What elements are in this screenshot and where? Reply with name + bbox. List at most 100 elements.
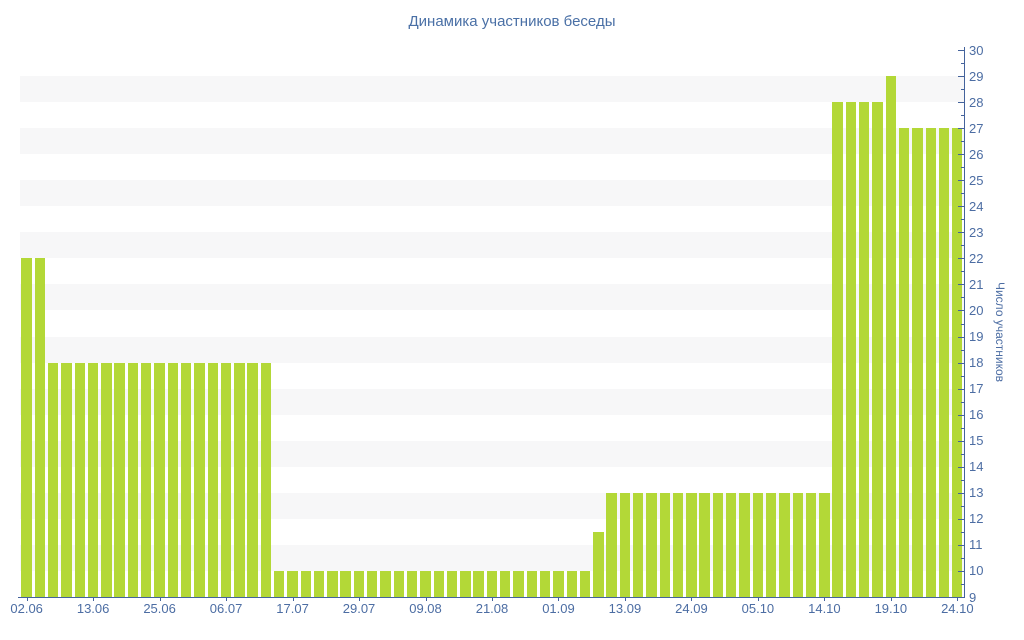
- bar[interactable]: [353, 570, 365, 597]
- bar[interactable]: [21, 258, 32, 597]
- grid-band: [20, 232, 964, 259]
- bar[interactable]: [898, 128, 910, 597]
- bar[interactable]: [486, 570, 498, 597]
- bar[interactable]: [460, 570, 471, 597]
- bar[interactable]: [207, 362, 218, 597]
- x-axis-tick: [624, 597, 626, 601]
- bar[interactable]: [367, 570, 378, 597]
- bar[interactable]: [925, 128, 936, 597]
- bar[interactable]: [300, 570, 311, 597]
- bar[interactable]: [141, 362, 152, 597]
- x-axis-label: 24.09: [675, 601, 708, 616]
- bar[interactable]: [446, 570, 458, 597]
- bar[interactable]: [686, 492, 697, 597]
- x-axis-line: [18, 597, 965, 598]
- bar[interactable]: [553, 570, 564, 597]
- bar[interactable]: [260, 362, 272, 597]
- bar[interactable]: [566, 570, 577, 597]
- bar[interactable]: [327, 570, 338, 597]
- bar[interactable]: [805, 492, 817, 597]
- bar[interactable]: [234, 362, 245, 597]
- bar[interactable]: [420, 570, 431, 597]
- y-axis-tick: [958, 518, 965, 520]
- bar[interactable]: [274, 570, 285, 597]
- bar[interactable]: [473, 570, 484, 597]
- bar[interactable]: [952, 128, 963, 597]
- bar[interactable]: [726, 492, 737, 597]
- bar[interactable]: [34, 258, 46, 597]
- bar[interactable]: [619, 492, 631, 597]
- bar[interactable]: [500, 570, 511, 597]
- x-axis-label: 13.06: [76, 601, 110, 616]
- x-axis-tick: [691, 597, 693, 601]
- y-axis-tick: [958, 180, 965, 182]
- bar[interactable]: [579, 570, 591, 597]
- y-axis-tick-label: 11: [969, 537, 983, 553]
- bar[interactable]: [872, 102, 883, 597]
- bar[interactable]: [313, 570, 325, 597]
- bar[interactable]: [819, 492, 830, 597]
- x-axis-label: 05.10: [741, 601, 775, 616]
- bar[interactable]: [659, 492, 670, 597]
- bar[interactable]: [87, 362, 99, 597]
- bar[interactable]: [885, 76, 897, 597]
- x-axis-tick: [492, 597, 493, 601]
- bar[interactable]: [220, 362, 232, 597]
- grid-band: [20, 180, 964, 207]
- bar[interactable]: [61, 362, 72, 597]
- bar[interactable]: [406, 570, 418, 597]
- bar[interactable]: [180, 362, 192, 597]
- bar[interactable]: [832, 102, 843, 597]
- bar[interactable]: [593, 531, 604, 597]
- bar[interactable]: [247, 362, 258, 597]
- y-axis-tick: [958, 466, 965, 468]
- bar[interactable]: [539, 570, 551, 597]
- bar[interactable]: [779, 492, 790, 597]
- bar[interactable]: [114, 362, 125, 597]
- bar[interactable]: [127, 362, 139, 597]
- y-axis-minor-tick: [961, 219, 965, 221]
- y-axis-tick: [958, 362, 965, 364]
- bar[interactable]: [526, 570, 538, 597]
- bar[interactable]: [154, 362, 165, 597]
- bar[interactable]: [393, 570, 405, 597]
- bar[interactable]: [287, 570, 298, 597]
- bar[interactable]: [340, 570, 351, 597]
- bar[interactable]: [845, 102, 857, 597]
- y-axis-tick-label: 19: [969, 329, 984, 345]
- bar[interactable]: [699, 492, 710, 597]
- bar[interactable]: [194, 362, 205, 597]
- bar[interactable]: [47, 362, 59, 597]
- y-axis-tick-label: 23: [969, 224, 984, 240]
- x-axis-tick: [890, 597, 892, 601]
- bar[interactable]: [606, 492, 617, 597]
- bar[interactable]: [739, 492, 750, 597]
- bar[interactable]: [167, 362, 179, 597]
- bar[interactable]: [938, 128, 950, 597]
- bar[interactable]: [380, 570, 391, 597]
- y-axis-minor-tick: [961, 557, 965, 559]
- bar[interactable]: [74, 362, 85, 597]
- x-axis-label: 24.10: [941, 601, 974, 616]
- y-axis-tick: [958, 128, 965, 130]
- x-axis-tick: [159, 597, 161, 601]
- bar[interactable]: [712, 492, 724, 597]
- bar[interactable]: [792, 492, 803, 597]
- y-axis-tick-label: 26: [969, 146, 984, 162]
- bar[interactable]: [752, 492, 764, 597]
- x-axis-tick: [292, 597, 294, 601]
- bar[interactable]: [672, 492, 684, 597]
- y-axis-tick: [958, 597, 965, 598]
- y-axis-tick-label: 13: [969, 485, 984, 501]
- bar[interactable]: [646, 492, 657, 597]
- bar[interactable]: [513, 570, 524, 597]
- y-axis-tick-label: 12: [969, 511, 984, 527]
- x-axis-tick: [26, 597, 28, 601]
- y-axis-tick: [958, 284, 965, 286]
- bar[interactable]: [433, 570, 444, 597]
- bar[interactable]: [859, 102, 870, 597]
- bar[interactable]: [101, 362, 112, 597]
- bar[interactable]: [912, 128, 923, 597]
- bar[interactable]: [633, 492, 644, 597]
- bar[interactable]: [765, 492, 777, 597]
